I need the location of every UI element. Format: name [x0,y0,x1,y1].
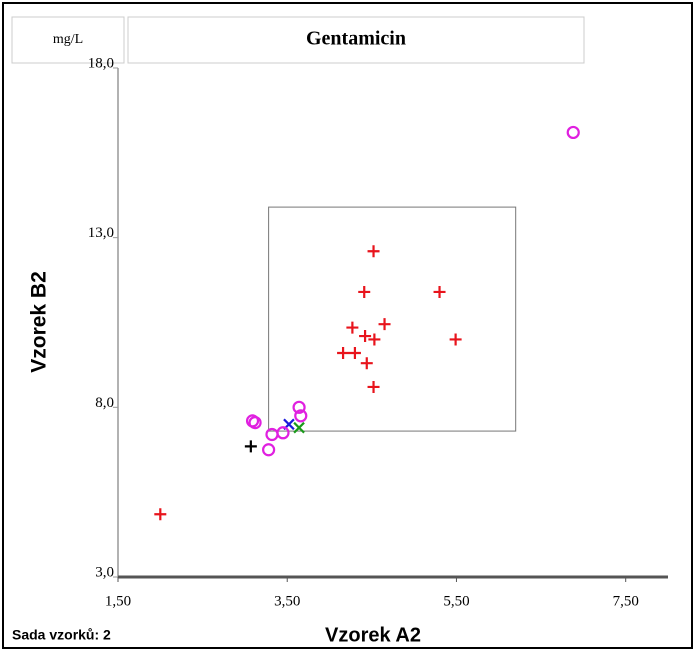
point [566,125,580,140]
point [378,318,391,331]
footnote: Sada vzorků: 2 [12,627,111,643]
point [367,245,380,258]
point [359,330,372,343]
unit: mg/L [53,32,83,47]
point [248,415,262,430]
y-tick-label: 13,0 [88,225,114,241]
x-tick-label: 3,50 [274,593,300,609]
y-tick-label: 18,0 [88,55,114,71]
unit-box [11,16,125,64]
x-tick-label: 1,50 [105,593,131,609]
point [293,421,305,434]
point [294,409,308,423]
x-tick-label: 7,50 [613,593,639,609]
point [154,508,167,521]
point [449,333,462,346]
x-tick-label: 5,50 [443,593,469,609]
point [368,333,381,346]
point [433,285,446,298]
chart-title: Gentamicin [306,28,406,50]
point [367,380,380,393]
y-tick-label: 3,0 [95,564,114,580]
x-axis-label: Vzorek A2 [325,624,421,646]
point [346,321,359,334]
limit-region [268,206,517,432]
point [292,400,306,414]
point [276,426,290,440]
y-axis-label: Vzorek B2 [28,271,51,373]
point [337,347,350,360]
point [262,443,276,457]
point [358,285,371,298]
point [360,357,373,370]
point [348,347,361,360]
point [244,440,257,453]
title-box [127,16,585,64]
y-tick-label: 8,0 [95,395,114,411]
